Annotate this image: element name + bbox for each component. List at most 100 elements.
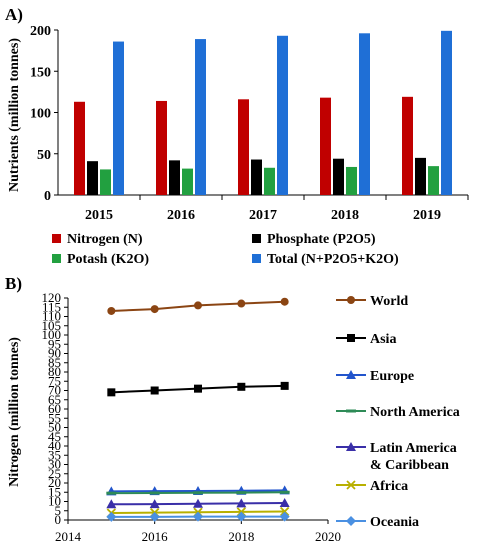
panel-b-y-tick-label: 90 xyxy=(48,346,61,361)
bar-nitrogen-n-2017 xyxy=(238,99,249,195)
legend-label-north-america: North America xyxy=(370,405,460,420)
bar-total-n-p2o5-k2o-2017 xyxy=(277,35,288,196)
panel-b-y-tick-label: 75 xyxy=(48,373,61,388)
legend-item-africa: Africa xyxy=(336,479,408,494)
legend-marker-asia xyxy=(347,334,355,342)
panel-b-y-tick-label: 55 xyxy=(48,410,61,425)
panel-b-y-tick-label: 60 xyxy=(48,401,61,416)
point-world-2015 xyxy=(107,306,116,315)
panel-b-y-tick-label: 120 xyxy=(42,290,62,305)
panel-a-x-tick-label: 2015 xyxy=(85,208,113,223)
legend-swatch-total-n-p2o5-k2o xyxy=(252,254,261,263)
bar-nitrogen-n-2018 xyxy=(320,97,331,195)
series-asia xyxy=(107,381,289,397)
panel-a-y-tick-label: 50 xyxy=(37,148,51,163)
point-asia-2018 xyxy=(237,382,246,391)
legend-marker-world xyxy=(347,296,355,304)
point-africa-2019-stroke xyxy=(280,506,290,517)
panel-b-y-tick-label: 40 xyxy=(48,438,61,453)
point-world-2016 xyxy=(150,305,159,314)
point-oceania-2016 xyxy=(149,511,160,522)
panel-a: A) Nutrients (million tonnes) 0 50 100 150 2… xyxy=(5,5,469,267)
bar-potash-k2o-2016 xyxy=(182,168,193,195)
bar-phosphate-p2o5-2016 xyxy=(169,160,180,195)
point-latin-america-caribbean-2015 xyxy=(106,499,117,509)
bar-nitrogen-n-2015 xyxy=(74,101,85,195)
panel-b-x-tick-label: 2014 xyxy=(55,529,82,544)
bar-nitrogen-n-2019 xyxy=(402,96,413,195)
panel-b-y-tick-label: 85 xyxy=(48,355,61,370)
panel-a-x-tick-label: 2018 xyxy=(331,208,359,223)
panel-b-x-tick-label: 2018 xyxy=(228,529,254,544)
legend-label-potash-k2o: Potash (K2O) xyxy=(67,252,149,267)
legend-swatch-nitrogen-n xyxy=(52,234,61,243)
point-oceania-2015 xyxy=(106,511,117,522)
point-north-america-2015 xyxy=(106,491,117,495)
legend-marker-africa-stroke xyxy=(346,480,356,490)
point-north-america-2019 xyxy=(279,490,290,494)
point-world-2018 xyxy=(237,299,246,308)
panel-b-y-tick-label: 15 xyxy=(48,484,61,499)
panel-b-y-tick-label: 0 xyxy=(55,512,62,527)
panel-a-x-tick-label: 2016 xyxy=(167,208,195,223)
legend-label-line: Latin America xyxy=(370,441,457,456)
legend-label-phosphate-p2o5: Phosphate (P2O5) xyxy=(267,232,376,247)
point-latin-america-caribbean-2016 xyxy=(149,499,160,509)
panel-a-legend: Nitrogen (N) Phosphate (P2O5) Potash (K2O)… xyxy=(52,232,399,267)
legend-item-latin-america-caribbean: Latin America & Caribbean xyxy=(336,441,457,473)
bar-phosphate-p2o5-2015 xyxy=(87,161,98,195)
panel-b-y-tick-label: 50 xyxy=(48,420,61,435)
point-oceania-2019 xyxy=(279,511,290,522)
legend-marker-oceania xyxy=(346,516,356,526)
panel-a-y-tick-label: 150 xyxy=(30,65,51,80)
point-north-america-2016 xyxy=(149,491,160,495)
panel-b-y-tick-label: 25 xyxy=(48,466,61,481)
point-latin-america-caribbean-2019 xyxy=(279,497,290,507)
bar-nitrogen-n-2016 xyxy=(156,100,167,195)
panel-b-y-tick-label: 110 xyxy=(42,309,61,324)
panel-b-lines xyxy=(106,297,290,522)
panel-b-label: B) xyxy=(5,274,22,293)
point-asia-2015 xyxy=(107,388,116,397)
panel-b-y-axis-title: Nitrogen (million tonnes) xyxy=(7,337,22,487)
point-asia-2019 xyxy=(280,381,289,390)
legend-label-africa: Africa xyxy=(370,479,408,494)
panel-b-y-tick-label: 115 xyxy=(42,299,61,314)
series-oceania xyxy=(106,511,290,522)
bar-phosphate-p2o5-2019 xyxy=(415,157,426,195)
panel-b-x-tick-label: 2016 xyxy=(142,529,169,544)
panel-b-legend: World Asia Europe North America Latin Americ… xyxy=(336,294,460,530)
legend-item-world: World xyxy=(336,294,408,309)
point-north-america-2017 xyxy=(193,491,203,495)
legend-swatch-phosphate-p2o5 xyxy=(252,234,261,243)
legend-marker-latin-america-caribbean xyxy=(346,442,356,451)
panel-a-x-ticks: 2015 2016 2017 2018 2019 xyxy=(85,195,469,223)
bar-potash-k2o-2015 xyxy=(100,169,111,195)
point-oceania-2017 xyxy=(193,511,203,522)
series-world xyxy=(107,297,289,315)
legend-label-latin-america-caribbean: Latin America & Caribbean xyxy=(370,441,457,473)
bar-phosphate-p2o5-2018 xyxy=(333,158,344,195)
bar-phosphate-p2o5-2017 xyxy=(251,159,262,195)
legend-label-total-n-p2o5-k2o: Total (N+P2O5+K2O) xyxy=(267,252,399,267)
legend-item-oceania: Oceania xyxy=(336,515,419,530)
panel-a-y-tick-label: 100 xyxy=(30,107,51,122)
legend-label-nitrogen-n: Nitrogen (N) xyxy=(67,232,143,247)
point-asia-2017 xyxy=(194,384,202,393)
panel-a-x-tick-label: 2017 xyxy=(249,208,277,223)
point-world-2017 xyxy=(194,301,202,310)
point-latin-america-caribbean-2017 xyxy=(193,498,203,508)
panel-a-y-tick-label: 200 xyxy=(30,24,51,39)
legend-marker-africa xyxy=(346,480,356,490)
panel-a-bars xyxy=(74,30,452,196)
bar-total-n-p2o5-k2o-2016 xyxy=(195,39,206,196)
legend-item-europe: Europe xyxy=(336,369,414,384)
bar-total-n-p2o5-k2o-2018 xyxy=(359,33,370,195)
bar-total-n-p2o5-k2o-2019 xyxy=(441,30,452,196)
point-world-2019 xyxy=(280,297,289,306)
panel-a-x-tick-label: 2019 xyxy=(413,208,441,223)
panel-b-y-tick-label: 105 xyxy=(42,318,62,333)
legend-item-asia: Asia xyxy=(336,332,396,347)
point-latin-america-caribbean-2018 xyxy=(236,498,247,508)
